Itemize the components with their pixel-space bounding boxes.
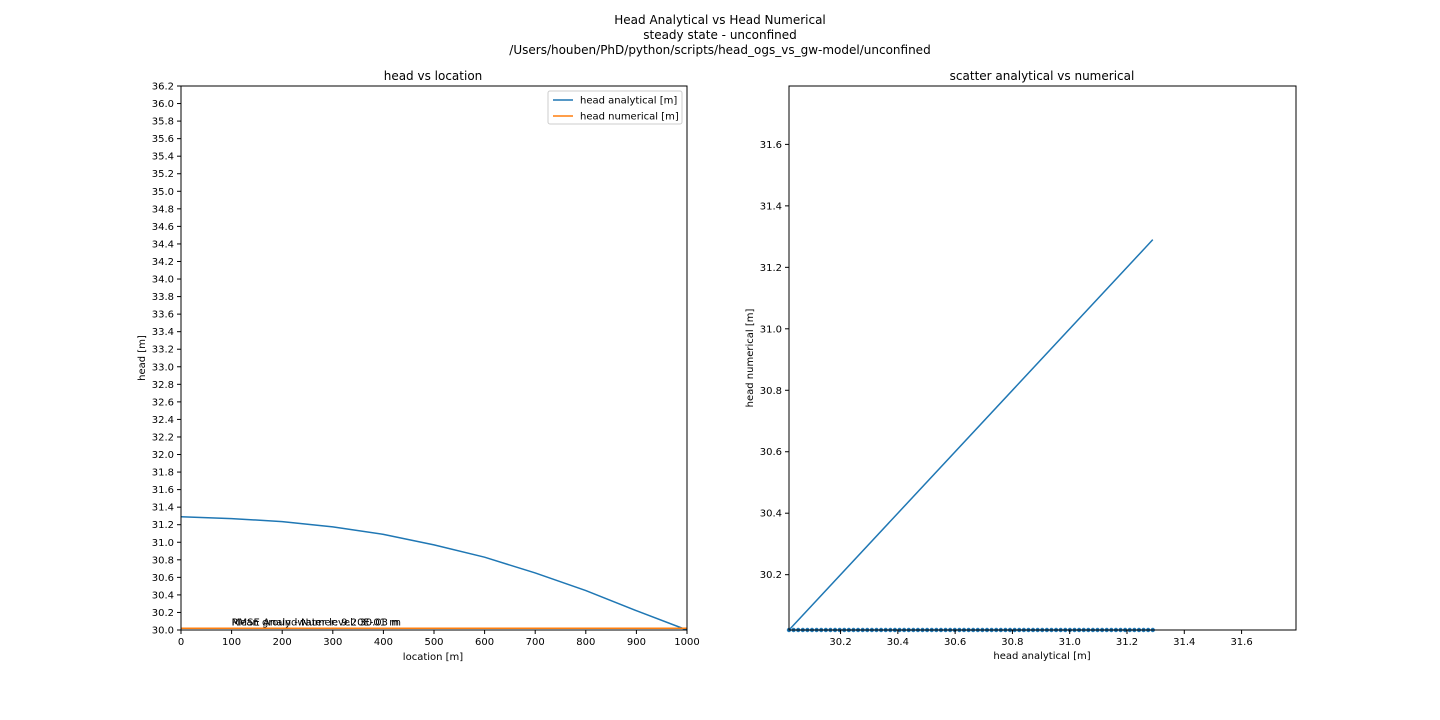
y-tick-label: 30.2 — [152, 608, 174, 619]
x-tick-label: 300 — [323, 637, 342, 648]
x-axis-ticks: 30.2 30.4 30.6 30.8 31.0 31.2 31.4 31.6 — [829, 630, 1253, 648]
x-tick-label: 200 — [273, 637, 292, 648]
panel-right-title: scatter analytical vs numerical — [950, 69, 1135, 83]
y-tick-label: 34.4 — [152, 239, 174, 250]
plot-frame — [180, 85, 688, 631]
y-tick-label: 33.6 — [152, 310, 174, 321]
x-tick-label: 31.0 — [1059, 637, 1081, 648]
y-tick-label: 34.8 — [152, 204, 174, 215]
y-tick-label: 32.6 — [152, 397, 174, 408]
legend-box — [547, 90, 683, 125]
x-tick-label: 900 — [627, 637, 646, 648]
panel-left-title: head vs location — [384, 69, 483, 83]
legend-entry: head analytical [m] — [580, 96, 677, 107]
y-tick-label: 32.2 — [152, 432, 174, 443]
legend-entry: head numerical [m] — [580, 112, 679, 123]
x-tick-label: 30.8 — [1001, 637, 1023, 648]
x-tick-label: 30.6 — [944, 637, 966, 648]
annotation-2: Mean groundwater level: 30.03 m — [232, 617, 401, 628]
y-tick-label: 35.2 — [152, 169, 174, 180]
y-tick-label: 32.0 — [152, 450, 174, 461]
y-tick-label: 33.8 — [152, 292, 174, 303]
x-tick-label: 1000 — [674, 637, 699, 648]
head-vs-location-plot-area — [180, 85, 688, 631]
y-tick-label: 31.4 — [760, 201, 782, 212]
x-tick-label: 800 — [576, 637, 595, 648]
x-tick-label: 400 — [374, 637, 393, 648]
y-axis-ticks: 30.0 30.2 30.4 30.6 30.8 31.0 31.2 31.4 31.6 31.8… — [152, 82, 181, 637]
x-tick-label: 30.4 — [887, 637, 909, 648]
y-tick-label: 30.4 — [760, 509, 782, 520]
y-tick-label: 32.4 — [152, 415, 174, 426]
y-tick-label: 35.0 — [152, 187, 174, 198]
y-tick-label: 34.2 — [152, 257, 174, 268]
y-tick-label: 31.0 — [152, 538, 174, 549]
y-axis-label: head numerical [m] — [745, 309, 756, 408]
y-tick-label: 33.0 — [152, 362, 174, 373]
y-axis-label: head [m] — [137, 335, 148, 381]
legend: head analytical [m] head numerical [m] — [547, 90, 683, 125]
series-line-head-analytical — [180, 516, 688, 631]
x-tick-label: 0 — [178, 637, 184, 648]
figure-title-line-1: Head Analytical vs Head Numerical — [614, 13, 826, 27]
y-tick-label: 31.4 — [152, 503, 174, 514]
x-tick-label: 31.2 — [1116, 637, 1138, 648]
y-tick-label: 36.2 — [152, 82, 174, 93]
x-tick-label: 700 — [526, 637, 545, 648]
y-tick-label: 31.2 — [152, 520, 174, 531]
y-tick-label: 31.0 — [760, 324, 782, 335]
y-tick-label: 31.6 — [760, 140, 782, 151]
y-tick-label: 31.2 — [760, 263, 782, 274]
y-tick-label: 35.8 — [152, 117, 174, 128]
x-axis-label: head analytical [m] — [993, 651, 1090, 662]
y-tick-label: 30.8 — [760, 386, 782, 397]
figure-title-line-2: steady state - unconfined — [643, 28, 797, 42]
scatter-plot-area — [786, 85, 1297, 633]
y-tick-label: 36.0 — [152, 99, 174, 110]
y-tick-label: 33.4 — [152, 327, 174, 338]
figure-title-line-3: /Users/houben/PhD/python/scripts/head_og… — [509, 43, 930, 57]
scatter-panel: scatter analytical vs numerical 30.2 30.4… — [745, 69, 1297, 662]
x-tick-label: 30.2 — [829, 637, 851, 648]
y-tick-label: 34.6 — [152, 222, 174, 233]
y-tick-label: 31.6 — [152, 485, 174, 496]
x-tick-label: 100 — [222, 637, 241, 648]
x-tick-label: 500 — [424, 637, 443, 648]
y-tick-label: 30.0 — [152, 626, 174, 637]
y-tick-label: 30.6 — [760, 447, 782, 458]
y-tick-label: 30.8 — [152, 555, 174, 566]
identity-line — [788, 239, 1154, 631]
y-tick-label: 30.2 — [760, 570, 782, 581]
x-tick-label: 31.4 — [1173, 637, 1195, 648]
y-axis-ticks: 30.2 30.4 30.6 30.8 31.0 31.2 31.4 31.6 — [760, 140, 789, 581]
y-tick-label: 30.4 — [152, 590, 174, 601]
y-tick-label: 33.2 — [152, 345, 174, 356]
x-axis-label: location [m] — [403, 652, 463, 663]
y-tick-label: 32.8 — [152, 380, 174, 391]
head-vs-location-panel: head vs location 0 100 200 300 400 500 600 700 8… — [137, 69, 700, 663]
y-tick-label: 35.6 — [152, 134, 174, 145]
y-tick-label: 30.6 — [152, 573, 174, 584]
x-tick-label: 31.6 — [1230, 637, 1252, 648]
annotation-1: RMSE Analy - Numer: 9.20E-01 m — [232, 617, 399, 628]
y-tick-label: 31.8 — [152, 468, 174, 479]
plot-frame — [788, 85, 1297, 631]
x-axis-ticks: 0 100 200 300 400 500 600 700 800 900 1000 — [178, 630, 700, 648]
y-tick-label: 35.4 — [152, 152, 174, 163]
x-tick-label: 600 — [475, 637, 494, 648]
y-tick-label: 34.0 — [152, 275, 174, 286]
